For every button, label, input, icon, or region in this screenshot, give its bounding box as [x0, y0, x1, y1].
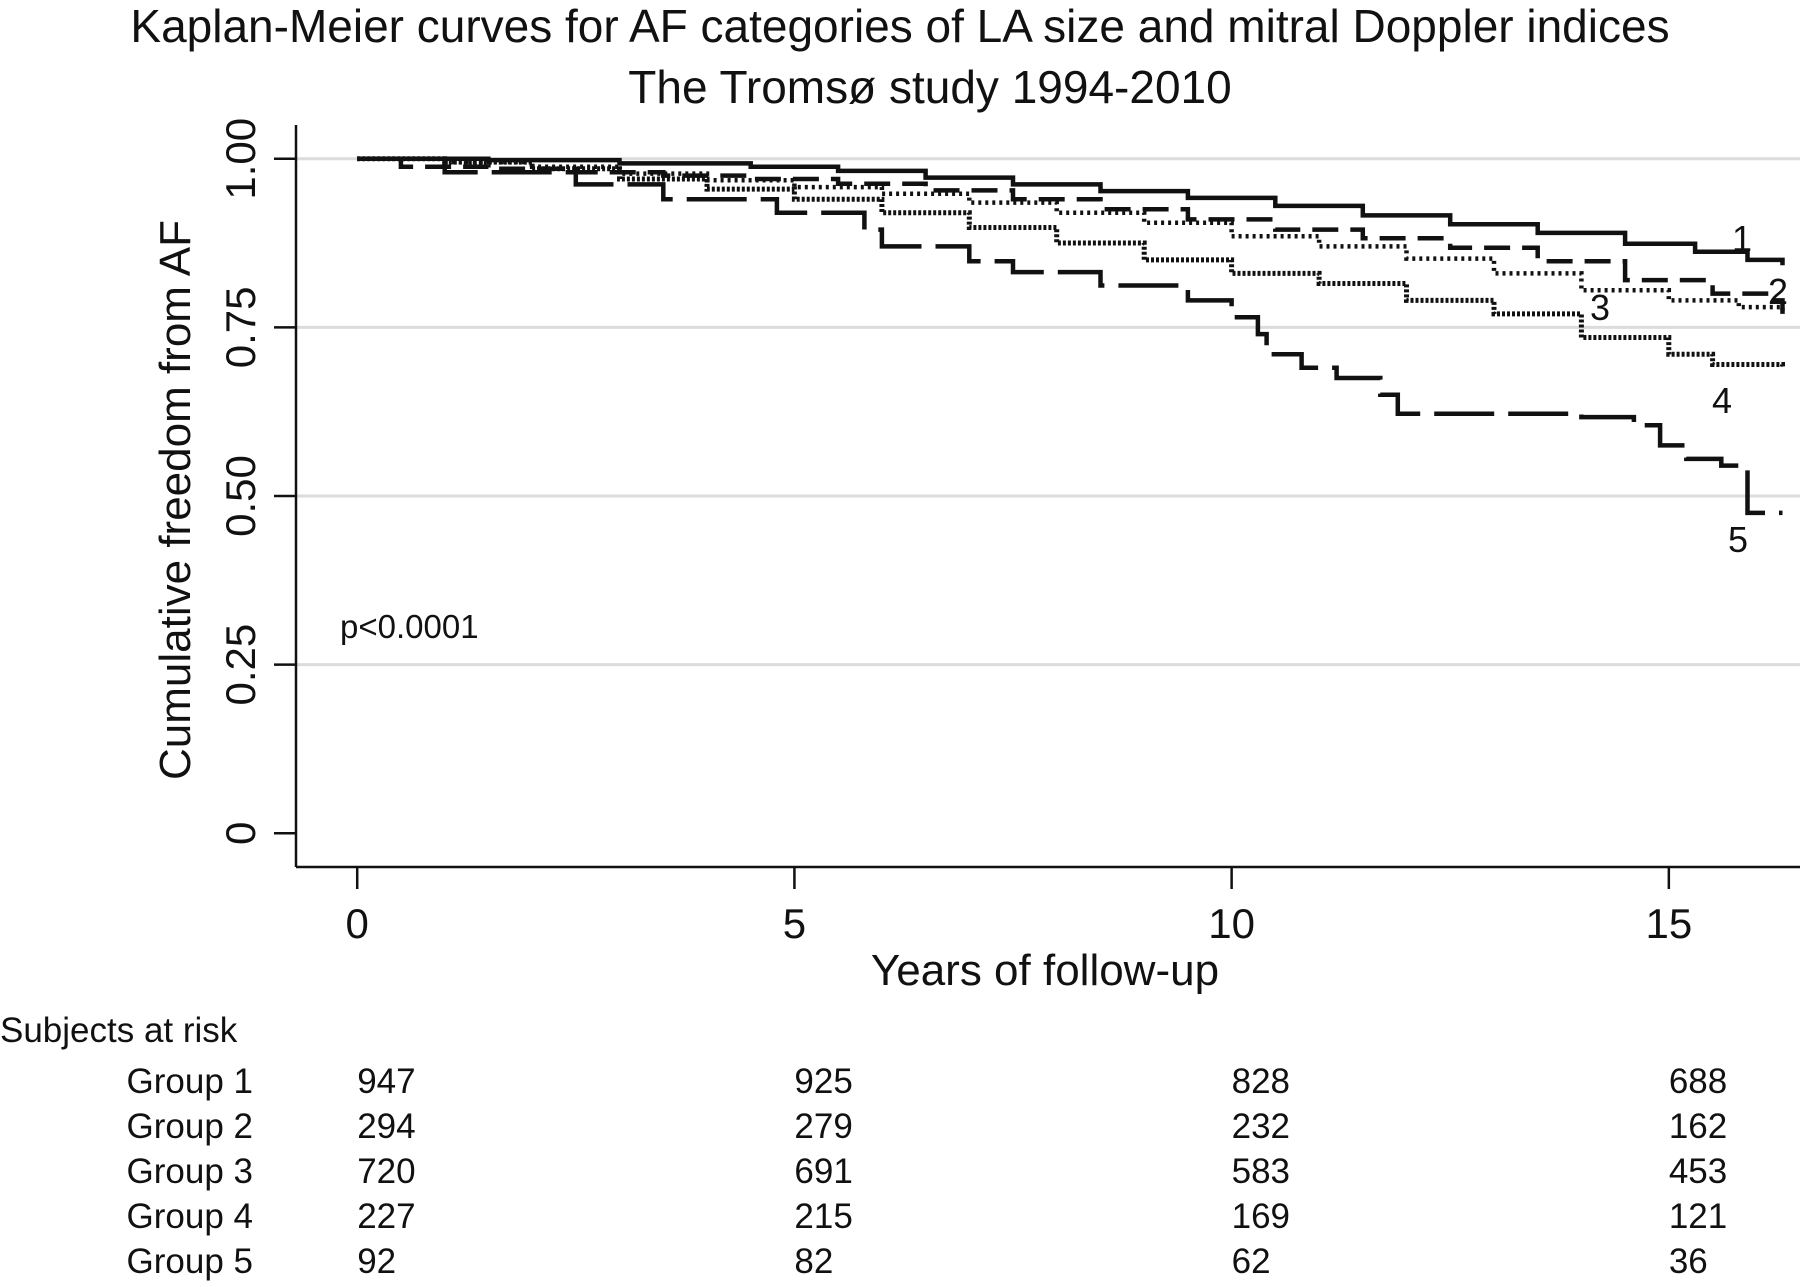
risk-value-g1-t0: 947 [357, 1062, 415, 1101]
risk-value-g4-t0: 227 [357, 1197, 415, 1236]
series-line-5 [357, 156, 1783, 516]
risk-row-label-5: Group 5 [127, 1242, 253, 1281]
curve-label-4: 4 [1712, 380, 1732, 421]
curve-label-2: 2 [1768, 271, 1788, 312]
x-tick-label-2: 10 [1208, 900, 1255, 947]
risk-row-label-3: Group 3 [127, 1152, 253, 1191]
risk-value-g4-t5: 215 [794, 1197, 852, 1236]
risk-value-g1-t15: 688 [1669, 1062, 1727, 1101]
x-tick-label-1: 5 [783, 900, 806, 947]
y-tick-label-2: 0.50 [217, 455, 264, 537]
risk-value-g3-t15: 453 [1669, 1152, 1727, 1191]
risk-value-g3-t5: 691 [794, 1152, 852, 1191]
risk-value-g4-t10: 169 [1232, 1197, 1290, 1236]
y-tick-label-4: 1.00 [217, 118, 264, 200]
series-line-3 [357, 156, 1785, 311]
risk-table: Subjects at risk Group 1 947 925 828 688 Grou… [0, 1011, 1727, 1281]
x-axis-label: Years of follow-up [871, 946, 1219, 995]
chart-title: Kaplan-Meier curves for AF categories of… [130, 0, 1669, 52]
risk-value-g2-t5: 279 [794, 1107, 852, 1146]
risk-value-g1-t5: 925 [794, 1062, 852, 1101]
risk-value-g4-t15: 121 [1669, 1197, 1727, 1236]
series-line-2 [357, 156, 1785, 314]
series-group [357, 156, 1785, 516]
risk-row-label-1: Group 1 [127, 1062, 253, 1101]
chart-subtitle: The Tromsø study 1994-2010 [628, 61, 1231, 113]
p-value-annotation: p<0.0001 [340, 608, 479, 645]
risk-value-g2-t10: 232 [1232, 1107, 1290, 1146]
risk-value-g3-t10: 583 [1232, 1152, 1290, 1191]
x-tick-label-3: 15 [1645, 900, 1692, 947]
risk-value-g1-t10: 828 [1232, 1062, 1290, 1101]
risk-value-g3-t0: 720 [357, 1152, 415, 1191]
risk-value-g2-t0: 294 [357, 1107, 415, 1146]
risk-row-label-2: Group 2 [127, 1107, 253, 1146]
risk-value-g5-t15: 36 [1669, 1242, 1708, 1281]
risk-value-g5-t5: 82 [794, 1242, 833, 1281]
y-tick-label-1: 0.25 [217, 624, 264, 706]
curve-label-3: 3 [1590, 287, 1610, 328]
risk-value-g2-t15: 162 [1669, 1107, 1727, 1146]
curve-label-1: 1 [1732, 218, 1752, 259]
x-tick-label-0: 0 [346, 900, 369, 947]
series-line-1 [357, 156, 1785, 266]
risk-row-label-4: Group 4 [127, 1197, 253, 1236]
y-tick-label-0: 0 [217, 822, 264, 845]
risk-value-g5-t0: 92 [357, 1242, 396, 1281]
y-axis-label: Cumulative freedom from AF [151, 220, 200, 780]
curve-label-5: 5 [1728, 519, 1748, 560]
axes: 00.250.500.751.000 5 10 15 [217, 118, 1800, 947]
risk-table-title: Subjects at risk [0, 1011, 238, 1050]
risk-value-g5-t10: 62 [1232, 1242, 1271, 1281]
series-line-4 [357, 156, 1785, 368]
curve-labels: 12 3 4 5 [1590, 218, 1788, 560]
y-tick-label-3: 0.75 [217, 286, 264, 368]
